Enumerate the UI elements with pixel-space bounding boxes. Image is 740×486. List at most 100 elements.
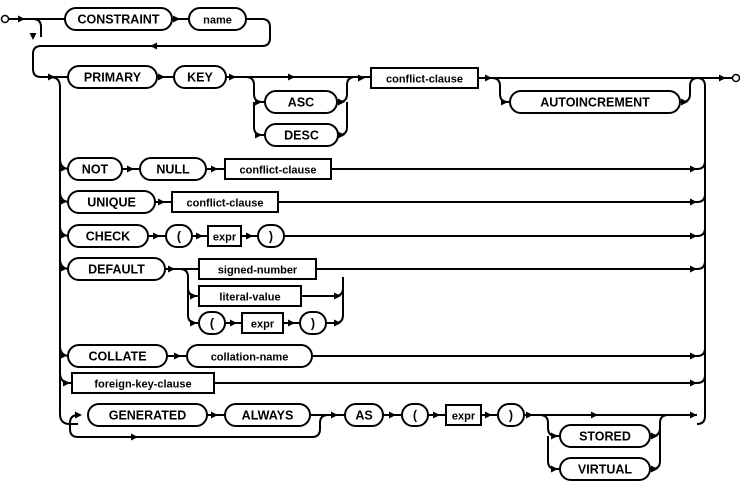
arrow-icon — [48, 73, 55, 81]
arrow-icon — [334, 292, 341, 300]
node-shape — [186, 344, 313, 368]
node-label: expr — [213, 232, 237, 244]
node-shape — [559, 424, 651, 448]
arrow-icon — [153, 232, 160, 240]
node-shape — [139, 157, 207, 181]
node-label: ( — [177, 230, 182, 244]
node-shape — [241, 312, 284, 334]
arrow-icon — [651, 465, 658, 473]
connector-line — [650, 423, 661, 470]
node-label: literal-value — [219, 292, 280, 304]
node-shape — [87, 403, 208, 427]
arrow-icon — [173, 15, 180, 23]
node-label: NULL — [156, 163, 190, 177]
node-label: CHECK — [86, 230, 130, 244]
gen-expr-nonterminal: expr — [445, 404, 482, 426]
node-label: conflict-clause — [386, 74, 463, 86]
connector-line — [214, 374, 706, 384]
node-shape — [67, 157, 123, 181]
def-expr-nonterminal: expr — [241, 312, 284, 334]
arrow-icon — [196, 232, 203, 240]
signed-number-nonterminal: signed-number — [198, 258, 317, 280]
node-label: ( — [413, 409, 418, 423]
connector-line — [49, 76, 78, 425]
node-shape — [165, 224, 193, 248]
node-label: expr — [452, 411, 476, 423]
arrow-icon — [433, 411, 440, 419]
node-shape — [370, 67, 479, 89]
connector-line — [337, 76, 356, 103]
always-terminal: ALWAYS — [224, 403, 311, 427]
node-shape — [198, 311, 226, 335]
node-shape — [198, 285, 302, 307]
arrow-icon — [63, 379, 70, 387]
arrow-icon — [168, 265, 175, 273]
arrow-icon — [551, 432, 558, 440]
node-shape — [67, 190, 156, 214]
gen-rparen-terminal: ) — [497, 403, 525, 427]
name-terminal: name — [188, 7, 247, 31]
collate-terminal: COLLATE — [67, 344, 168, 368]
start-terminal-icon — [0, 14, 10, 24]
arrow-icon — [211, 411, 218, 419]
node-shape — [188, 7, 247, 31]
node-shape — [67, 224, 149, 248]
arrow-icon — [334, 319, 341, 327]
arrow-icon — [158, 198, 165, 206]
arrow-icon — [288, 319, 295, 327]
node-label: DESC — [284, 129, 319, 143]
node-label: ) — [311, 317, 315, 331]
not-terminal: NOT — [67, 157, 123, 181]
arrow-icon — [501, 98, 508, 106]
literal-value-nonterminal: literal-value — [198, 285, 302, 307]
diagram-nodes: CONSTRAINT name PRIMARY KEY ASC DESC conflict-… — [0, 7, 740, 481]
arrow-icon — [59, 165, 66, 173]
node-label: conflict-clause — [239, 165, 316, 177]
null-terminal: NULL — [139, 157, 207, 181]
connector-line — [547, 436, 560, 470]
asc-terminal: ASC — [264, 90, 338, 114]
node-shape — [67, 257, 166, 281]
connector-line — [245, 76, 265, 103]
node-label: AS — [355, 409, 372, 423]
arrow-icon — [29, 33, 37, 40]
arrow-icon — [211, 165, 218, 173]
arrow-icon — [651, 432, 658, 440]
as-terminal: AS — [344, 403, 384, 427]
arrow-icon — [127, 165, 134, 173]
node-shape — [207, 225, 242, 247]
node-label: ( — [210, 317, 215, 331]
node-shape — [71, 372, 215, 394]
check-lparen-terminal: ( — [165, 224, 193, 248]
connector-line — [539, 414, 560, 437]
node-label: GENERATED — [109, 409, 187, 423]
flow-arrows — [18, 15, 726, 473]
connector-line — [338, 102, 348, 136]
arrow-icon — [229, 73, 236, 81]
node-shape — [497, 403, 525, 427]
pk-conflict-nonterminal: conflict-clause — [370, 67, 479, 89]
node-shape — [509, 90, 681, 114]
node-label: foreign-key-clause — [94, 379, 191, 391]
connector-line — [312, 347, 706, 357]
stored-terminal: STORED — [559, 424, 651, 448]
unique-terminal: UNIQUE — [67, 190, 156, 214]
arrow-icon — [690, 411, 697, 419]
arrow-icon — [255, 131, 262, 139]
check-terminal: CHECK — [67, 224, 149, 248]
node-shape — [264, 90, 338, 114]
connector-line — [278, 193, 706, 203]
node-label: DEFAULT — [88, 263, 145, 277]
connector-line — [179, 268, 199, 297]
gen-lparen-terminal: ( — [401, 403, 429, 427]
primary-terminal: PRIMARY — [67, 65, 158, 89]
generated-terminal: GENERATED — [87, 403, 208, 427]
node-label: ASC — [288, 96, 314, 110]
arrow-icon — [485, 74, 492, 82]
arrow-icon — [690, 265, 697, 273]
node-shape — [445, 404, 482, 426]
node-label: KEY — [187, 71, 213, 85]
node-shape — [559, 457, 651, 481]
node-label: CONSTRAINT — [78, 13, 160, 27]
